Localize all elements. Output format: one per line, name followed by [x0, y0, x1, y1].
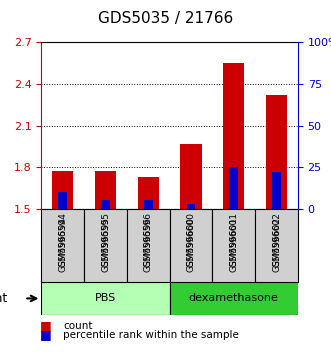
Text: GSM596602: GSM596602: [272, 217, 281, 272]
Text: GSM596601: GSM596601: [229, 217, 238, 273]
Text: count: count: [63, 321, 92, 331]
Text: GSM596600: GSM596600: [186, 217, 196, 273]
Text: agent: agent: [0, 292, 7, 305]
Text: dexamethasone: dexamethasone: [189, 293, 279, 303]
Bar: [138, 177, 159, 209]
FancyBboxPatch shape: [127, 209, 169, 282]
FancyBboxPatch shape: [213, 209, 255, 282]
FancyBboxPatch shape: [41, 282, 169, 315]
Bar: [223, 63, 245, 209]
Bar: [59, 192, 67, 209]
Text: ■: ■: [40, 328, 51, 341]
Bar: [101, 200, 110, 209]
Text: GSM596601: GSM596601: [229, 212, 238, 267]
Bar: [272, 172, 281, 209]
Bar: [229, 167, 238, 209]
Text: PBS: PBS: [95, 293, 116, 303]
Text: GSM596594: GSM596594: [58, 212, 67, 267]
Bar: [95, 171, 116, 209]
Text: GDS5035 / 21766: GDS5035 / 21766: [98, 11, 233, 25]
Text: GSM596602: GSM596602: [272, 212, 281, 267]
FancyBboxPatch shape: [255, 209, 298, 282]
Text: GSM596596: GSM596596: [144, 217, 153, 273]
FancyBboxPatch shape: [169, 282, 298, 315]
Bar: [180, 144, 202, 209]
Text: ■: ■: [40, 319, 51, 332]
Bar: [266, 95, 287, 209]
Text: percentile rank within the sample: percentile rank within the sample: [63, 330, 239, 339]
Text: GSM596594: GSM596594: [58, 217, 67, 272]
FancyBboxPatch shape: [84, 209, 127, 282]
Text: GSM596595: GSM596595: [101, 212, 110, 267]
FancyBboxPatch shape: [41, 209, 84, 282]
FancyBboxPatch shape: [169, 209, 213, 282]
Text: GSM596595: GSM596595: [101, 217, 110, 273]
Text: GSM596596: GSM596596: [144, 212, 153, 267]
Bar: [144, 200, 153, 209]
Bar: [52, 171, 73, 209]
Bar: [187, 204, 195, 209]
Text: GSM596600: GSM596600: [186, 212, 196, 267]
